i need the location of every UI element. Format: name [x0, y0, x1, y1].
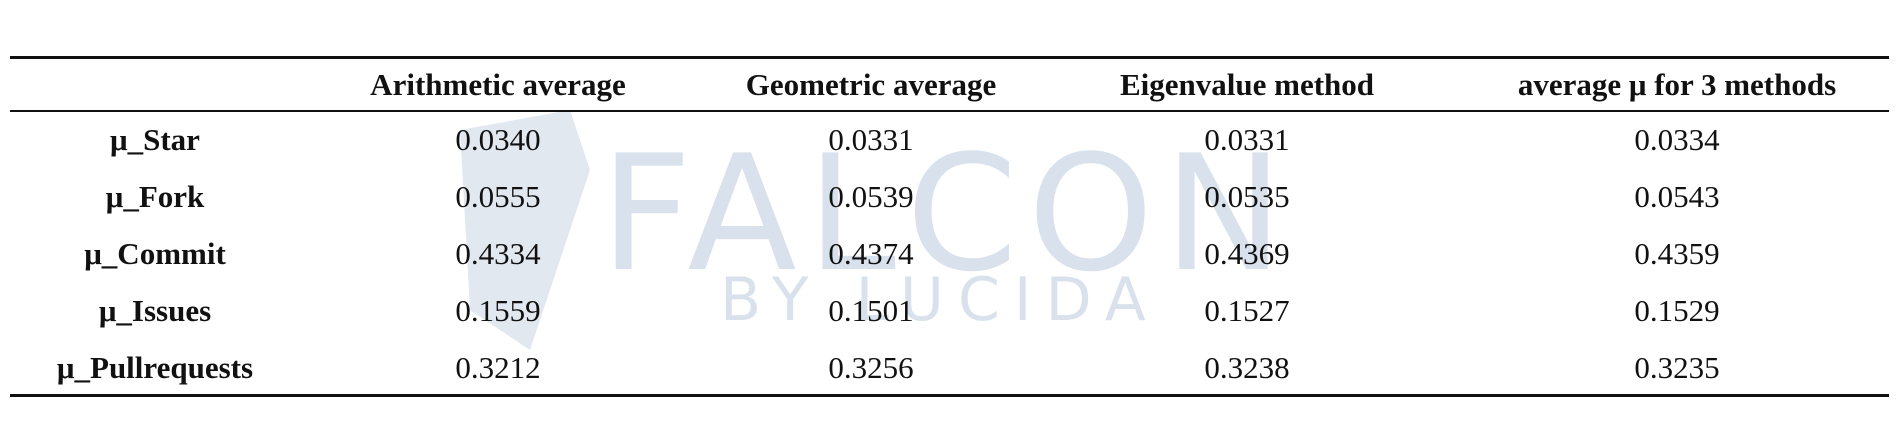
bottom-rule	[10, 394, 1889, 397]
cell-value: 0.4359	[1634, 236, 1720, 271]
cell-value: 0.0555	[455, 179, 541, 214]
cell-value: 0.4369	[1204, 236, 1290, 271]
cell-value: 0.0331	[1204, 122, 1290, 157]
cell-value: 0.0543	[1634, 179, 1720, 214]
header-rule	[10, 110, 1889, 112]
top-rule	[10, 56, 1889, 59]
column-header: Arithmetic average	[370, 67, 626, 102]
cell-value: 0.1501	[828, 293, 914, 328]
row-label: μ_Commit	[84, 236, 226, 271]
cell-value: 0.0334	[1634, 122, 1720, 157]
cell-value: 0.0340	[455, 122, 541, 157]
cell-value: 0.3235	[1634, 350, 1720, 385]
row-label: μ_Issues	[98, 293, 212, 328]
cell-value: 0.0539	[828, 179, 914, 214]
row-label: μ_Pullrequests	[56, 350, 254, 385]
watermark-logo	[460, 110, 590, 350]
column-header: Geometric average	[745, 67, 997, 102]
column-header: Eigenvalue method	[1119, 67, 1375, 102]
cell-value: 0.1529	[1634, 293, 1720, 328]
cell-value: 0.1559	[455, 293, 541, 328]
cell-value: 0.3256	[828, 350, 914, 385]
watermark-sub: BY LUCIDA	[720, 265, 1160, 335]
column-header: average μ for 3 methods	[1517, 67, 1837, 102]
row-label: μ_Star	[110, 122, 200, 157]
cell-value: 0.3212	[455, 350, 541, 385]
row-label: μ_Fork	[105, 179, 205, 214]
cell-value: 0.4374	[828, 236, 914, 271]
cell-value: 0.3238	[1204, 350, 1290, 385]
cell-value: 0.0535	[1204, 179, 1290, 214]
cell-value: 0.1527	[1204, 293, 1290, 328]
cell-value: 0.4334	[455, 236, 541, 271]
watermark: FALCON	[600, 120, 1294, 307]
cell-value: 0.0331	[828, 122, 914, 157]
